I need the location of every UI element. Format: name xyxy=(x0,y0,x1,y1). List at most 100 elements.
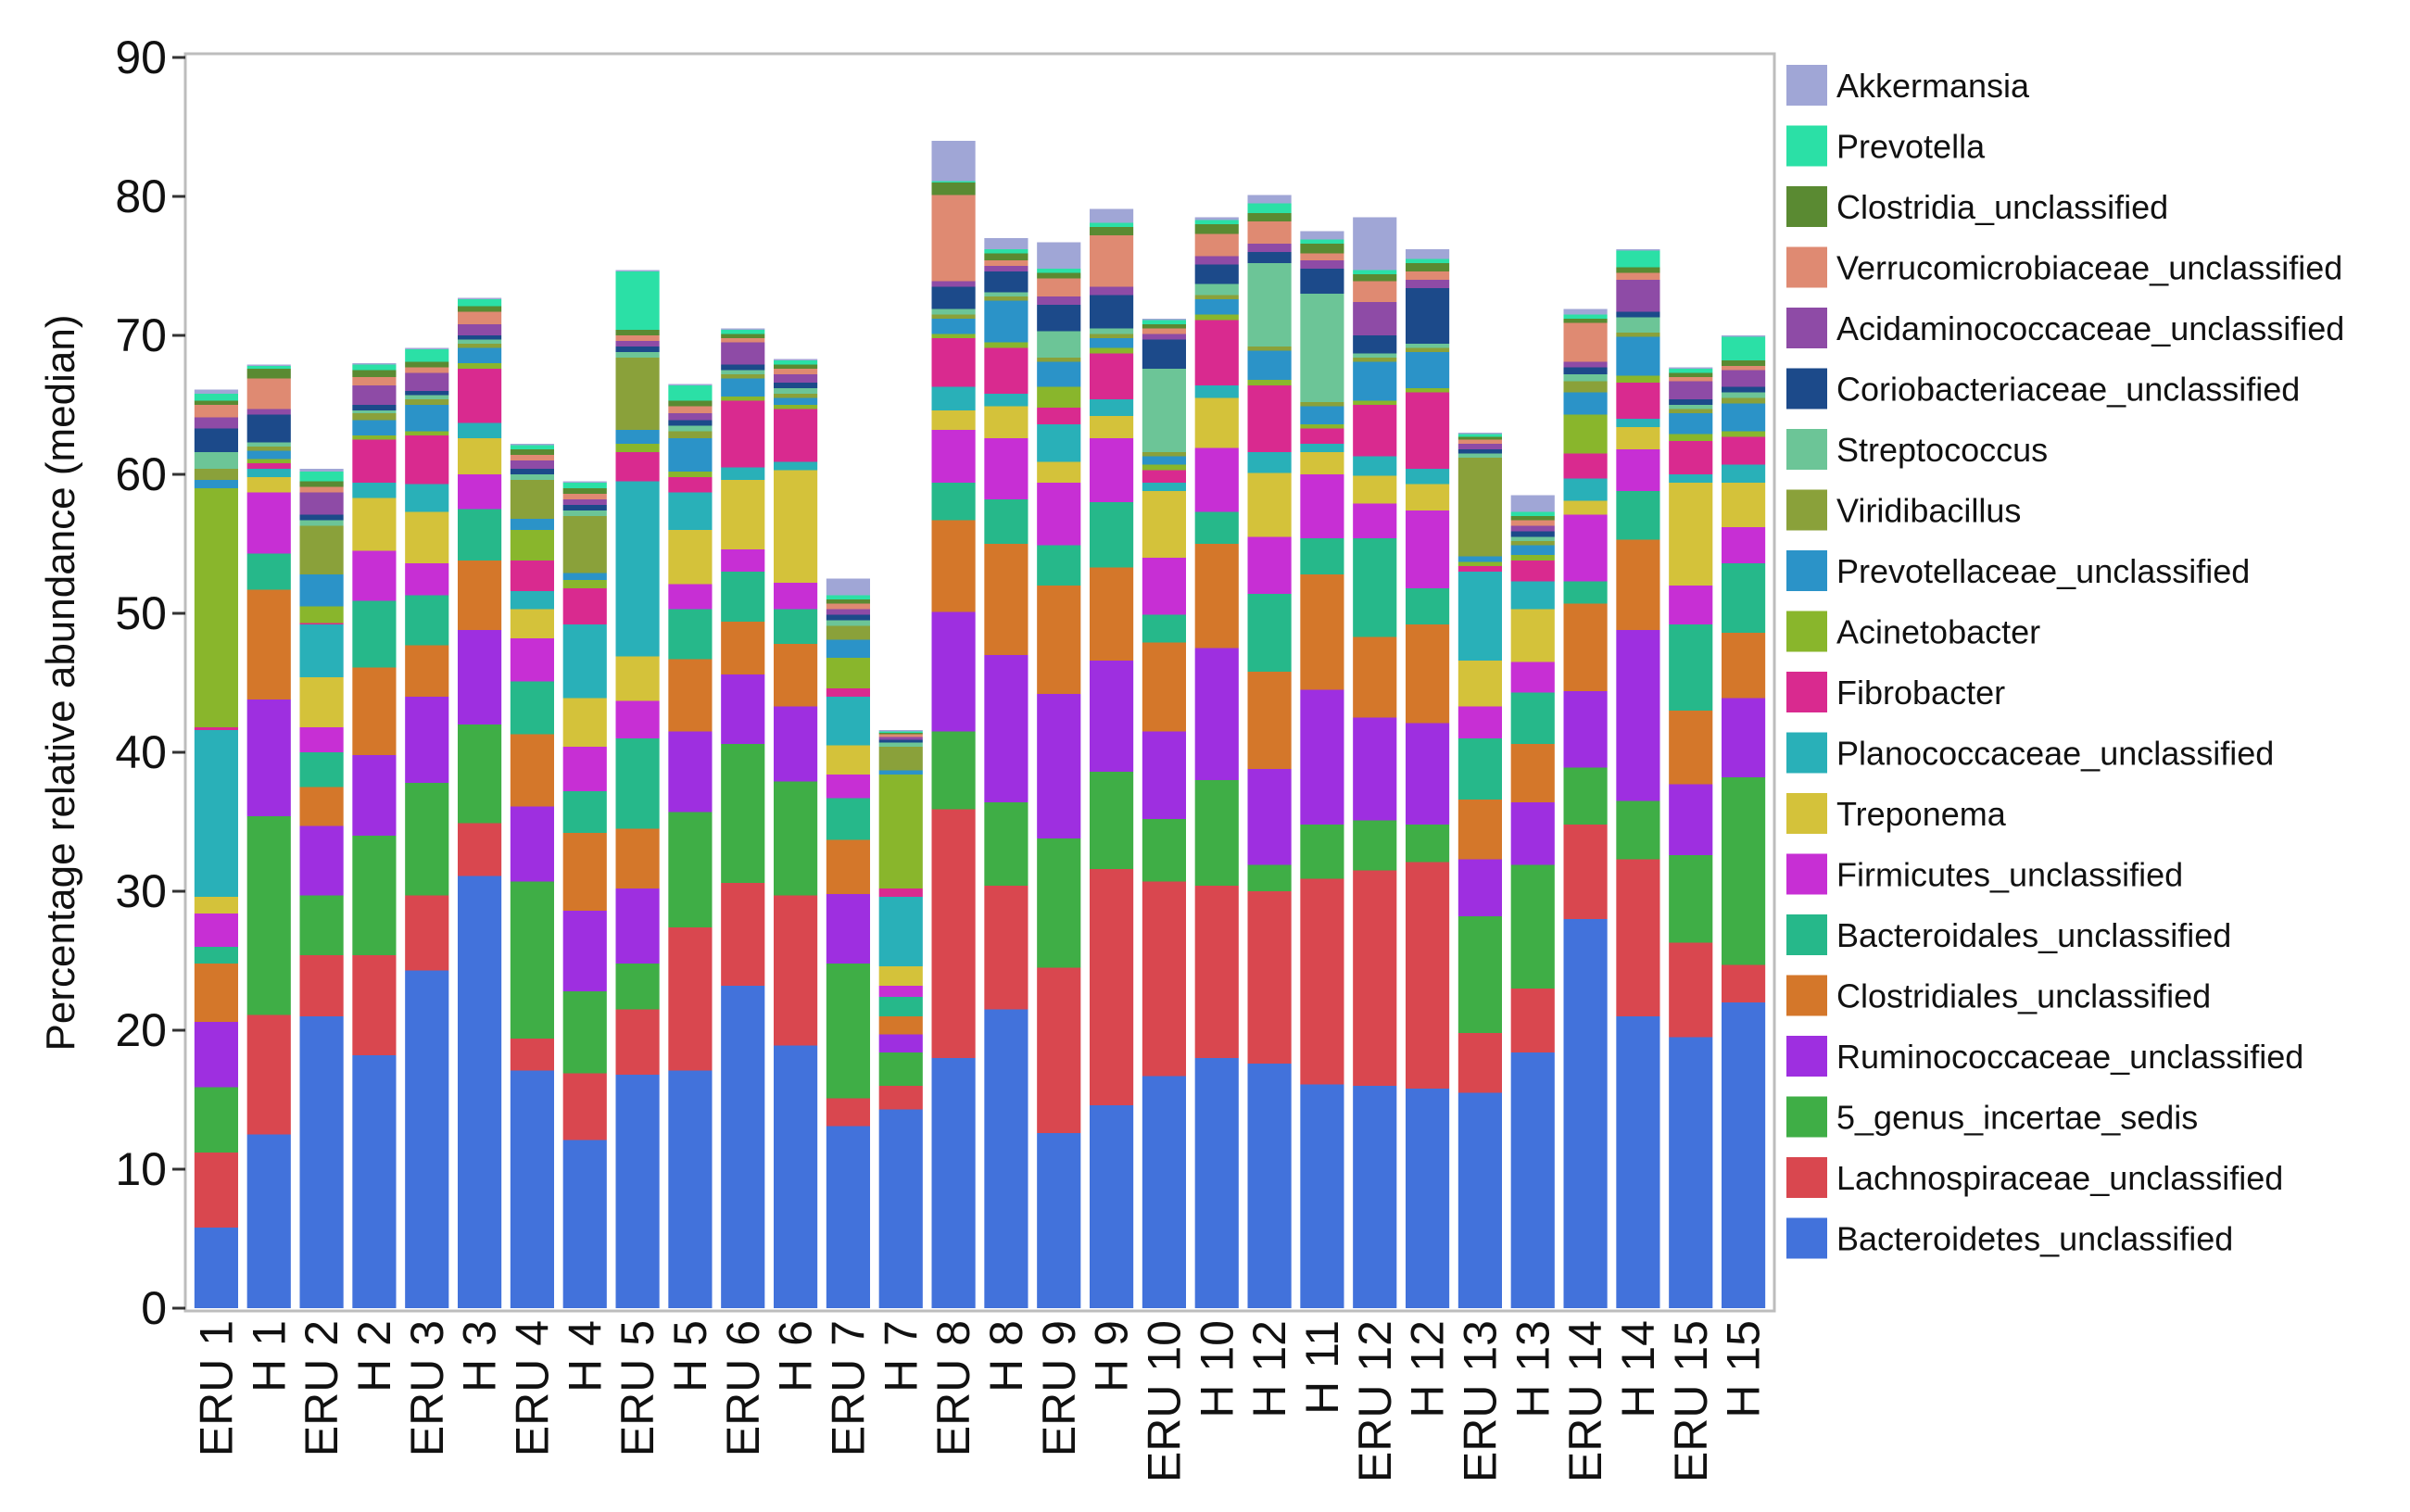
bar-segment xyxy=(1616,311,1660,318)
bar-segment xyxy=(1669,405,1713,410)
bar-segment xyxy=(1090,567,1134,661)
bar-segment xyxy=(668,731,713,813)
bar-segment xyxy=(1669,441,1713,474)
bar-segment xyxy=(826,839,870,894)
bar-segment xyxy=(878,730,923,732)
bar-segment xyxy=(246,459,291,463)
bar-segment xyxy=(1406,258,1450,263)
bar-segment xyxy=(1142,456,1186,465)
bar-segment xyxy=(1037,269,1081,273)
bar-segment xyxy=(826,595,870,599)
bar-segment xyxy=(458,335,502,340)
bar-segment xyxy=(1353,636,1397,718)
bar-segment xyxy=(615,738,660,829)
legend-label: Bacteroidales_unclassified xyxy=(1836,916,2231,954)
bar-segment xyxy=(246,442,291,447)
bar-segment xyxy=(1406,280,1450,288)
bar-segment xyxy=(405,895,449,971)
bar-segment xyxy=(458,363,502,369)
bar-segment xyxy=(774,609,818,644)
bar-segment xyxy=(1722,386,1766,393)
bar-segment xyxy=(405,484,449,512)
bar-segment xyxy=(1563,361,1608,368)
bar-segment xyxy=(826,697,870,746)
bar-segment xyxy=(405,361,449,368)
bar-segment xyxy=(352,413,397,421)
bar-segment xyxy=(352,439,397,483)
bar-segment xyxy=(1616,427,1660,449)
bar-segment xyxy=(1142,320,1186,324)
bar-segment xyxy=(878,997,923,1016)
x-tick-label: ERU 14 xyxy=(1559,1320,1611,1482)
bar-segment xyxy=(1194,295,1239,299)
bar-segment xyxy=(1300,444,1344,452)
bar-segment xyxy=(984,886,1028,1010)
x-tick-label: ERU 7 xyxy=(822,1320,874,1456)
bar-segment xyxy=(562,624,607,699)
bar-segment xyxy=(562,698,607,747)
bar-segment xyxy=(826,745,870,775)
bar-segment xyxy=(299,472,344,482)
bar-segment xyxy=(1353,353,1397,358)
bar-segment xyxy=(1142,614,1186,643)
legend-label: Ruminococcaceae_unclassified xyxy=(1836,1038,2303,1076)
bar-segment xyxy=(774,706,818,782)
bar-segment xyxy=(774,359,818,360)
bar-segment xyxy=(458,724,502,824)
bar-segment xyxy=(510,444,554,446)
bar-segment xyxy=(246,409,291,415)
bar-segment xyxy=(615,481,660,657)
bar-segment xyxy=(668,812,713,927)
bar-segment xyxy=(562,1073,607,1140)
bar-segment xyxy=(352,483,397,498)
bar-segment xyxy=(1194,217,1239,220)
bar-segment xyxy=(878,1052,923,1086)
bar-segment xyxy=(668,406,713,413)
bar-segment xyxy=(826,578,870,596)
bar-segment xyxy=(405,783,449,896)
bar-segment xyxy=(1247,672,1292,769)
bar-segment xyxy=(458,369,502,423)
x-tick-label: ERU 5 xyxy=(612,1320,663,1456)
bar-segment xyxy=(984,406,1028,438)
bar-segment xyxy=(615,700,660,738)
bar-segment xyxy=(562,483,607,488)
bar-segment xyxy=(1037,296,1081,305)
bar-segment xyxy=(246,378,291,410)
bar-segment xyxy=(1142,881,1186,1077)
bar-segment xyxy=(1722,777,1766,965)
bar-segment xyxy=(1510,545,1555,555)
bar-segment xyxy=(1563,322,1608,362)
bar-segment xyxy=(1300,452,1344,474)
bar-segment xyxy=(299,492,344,515)
bar-segment xyxy=(1194,314,1239,321)
bar-segment xyxy=(1353,475,1397,504)
bar-segment xyxy=(352,667,397,755)
bar-segment xyxy=(562,580,607,588)
bar-segment xyxy=(1353,270,1397,274)
legend-label: Akkermansia xyxy=(1836,67,2030,105)
bar-segment xyxy=(1247,385,1292,452)
bar-segment xyxy=(1300,574,1344,690)
bar-segment xyxy=(1669,381,1713,399)
bar-segment xyxy=(774,394,818,398)
bar-segment xyxy=(984,544,1028,655)
bar-segment xyxy=(931,1058,976,1308)
bar-segment xyxy=(984,253,1028,260)
bar-segment xyxy=(510,881,554,1039)
bar-segment xyxy=(510,480,554,519)
bar-segment xyxy=(721,338,765,343)
bar-segment xyxy=(1194,780,1239,886)
bar-segment xyxy=(1457,916,1502,1033)
x-tick-label: H 3 xyxy=(454,1320,506,1392)
bar-segment xyxy=(1247,864,1292,891)
y-tick-label: 40 xyxy=(115,726,167,778)
bar-segment xyxy=(984,300,1028,343)
bar-segment xyxy=(1722,527,1766,563)
bar-segment xyxy=(1510,511,1555,516)
bar-segment xyxy=(984,394,1028,407)
bar-segment xyxy=(1616,249,1660,251)
legend-label: Planococcaceae_unclassified xyxy=(1836,735,2274,773)
legend-swatch xyxy=(1786,1157,1827,1198)
bar-segment xyxy=(510,561,554,591)
